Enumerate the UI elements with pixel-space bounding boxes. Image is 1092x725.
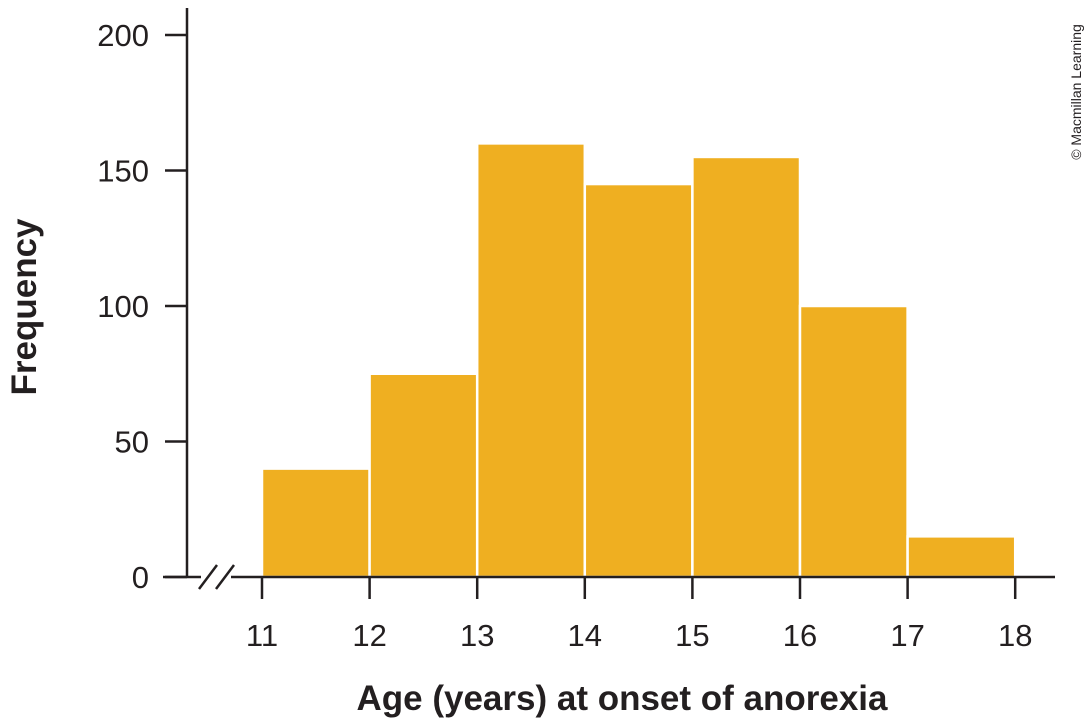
- x-tick-label: 11: [246, 618, 278, 653]
- axes-group: [163, 8, 1055, 590]
- x-tick-label: 13: [460, 618, 494, 653]
- y-axis-title: Frequency: [5, 218, 44, 396]
- x-tick-label: 16: [783, 618, 817, 653]
- copyright-credit: © Macmillan Learning: [1068, 24, 1084, 160]
- y-tick-label: 150: [97, 154, 149, 189]
- x-tick-label: 15: [675, 618, 709, 653]
- x-axis-title: Age (years) at onset of anorexia: [357, 679, 889, 718]
- histogram-bar: [691, 155, 802, 579]
- x-tick-label: 18: [998, 618, 1032, 653]
- y-ticks-group: 0 50 100 150 200: [97, 18, 187, 595]
- histogram-bar: [368, 372, 479, 579]
- histogram-bar: [475, 142, 587, 579]
- histogram-bar: [260, 467, 371, 579]
- x-tick-label: 17: [890, 618, 924, 653]
- x-tick-label: 12: [352, 618, 386, 653]
- histogram-bar: [583, 182, 694, 579]
- histogram-bar: [798, 304, 909, 579]
- axis-break-mark: [198, 564, 235, 590]
- y-tick-label: 0: [132, 560, 149, 595]
- y-tick-label: 100: [97, 289, 149, 324]
- y-tick-label: 50: [115, 425, 149, 460]
- axis-break-slash: [198, 564, 218, 590]
- x-ticks-group: 11 12 13 14 15 16 17 18: [246, 577, 1032, 653]
- x-tick-label: 14: [568, 618, 602, 653]
- y-tick-label: 200: [97, 18, 149, 53]
- bars-group: [260, 142, 1017, 579]
- axis-break-slash: [215, 564, 235, 590]
- histogram-bar: [906, 535, 1017, 579]
